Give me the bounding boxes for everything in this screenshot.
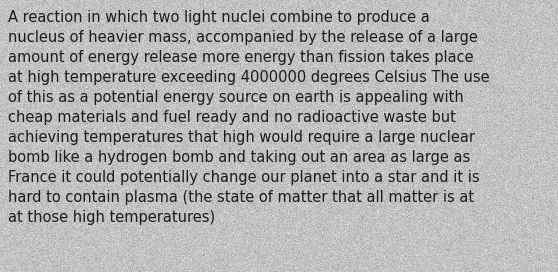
Text: A reaction in which two light nuclei combine to produce a
nucleus of heavier mas: A reaction in which two light nuclei com… bbox=[8, 10, 489, 225]
